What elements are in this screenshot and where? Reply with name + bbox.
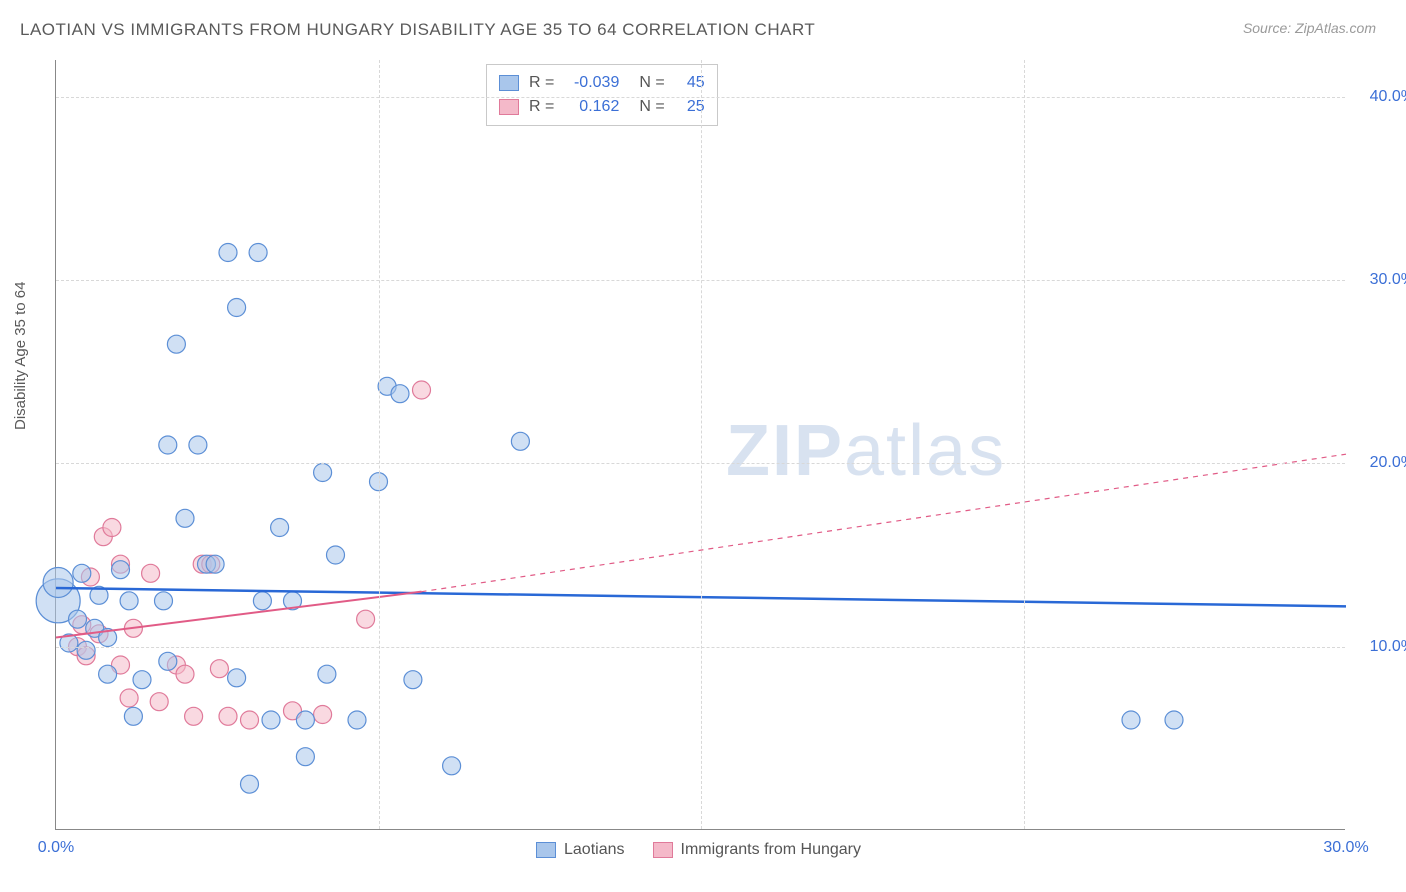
data-point [318, 665, 336, 683]
data-point [228, 299, 246, 317]
data-point [357, 610, 375, 628]
data-point [43, 568, 73, 598]
y-tick-label: 30.0% [1370, 271, 1406, 289]
data-point [103, 519, 121, 537]
gridline-v [1024, 60, 1025, 829]
data-point [271, 519, 289, 537]
y-tick-label: 10.0% [1370, 638, 1406, 656]
plot-area: ZIPatlas R = -0.039 N = 45 R = 0.162 N =… [55, 60, 1345, 830]
y-axis-label: Disability Age 35 to 64 [12, 282, 29, 430]
data-point [249, 244, 267, 262]
data-point [99, 665, 117, 683]
data-point [142, 564, 160, 582]
data-point [241, 711, 259, 729]
data-point [133, 671, 151, 689]
data-point [219, 707, 237, 725]
data-point [167, 335, 185, 353]
series-legend: Laotians Immigrants from Hungary [536, 841, 861, 859]
data-point [124, 707, 142, 725]
data-point [327, 546, 345, 564]
data-point [413, 381, 431, 399]
swatch-hungary-icon [653, 842, 673, 858]
data-point [112, 561, 130, 579]
data-point [219, 244, 237, 262]
data-point [404, 671, 422, 689]
x-tick-label: 30.0% [1323, 839, 1368, 857]
y-tick-label: 40.0% [1370, 88, 1406, 106]
data-point [150, 693, 168, 711]
x-tick-label: 0.0% [38, 839, 74, 857]
data-point [253, 592, 271, 610]
data-point [120, 592, 138, 610]
data-point [241, 775, 259, 793]
legend-item-laotians: Laotians [536, 841, 625, 859]
data-point [296, 711, 314, 729]
gridline-v [379, 60, 380, 829]
data-point [511, 432, 529, 450]
data-point [314, 464, 332, 482]
data-point [206, 555, 224, 573]
data-point [159, 436, 177, 454]
chart-title: LAOTIAN VS IMMIGRANTS FROM HUNGARY DISAB… [20, 20, 815, 40]
data-point [296, 748, 314, 766]
data-point [1122, 711, 1140, 729]
data-point [176, 509, 194, 527]
data-point [262, 711, 280, 729]
legend-label-laotians: Laotians [564, 841, 625, 859]
data-point [155, 592, 173, 610]
trend-line-hungary-dashed [422, 454, 1347, 592]
data-point [189, 436, 207, 454]
data-point [77, 641, 95, 659]
swatch-laotians-icon [536, 842, 556, 858]
data-point [443, 757, 461, 775]
data-point [159, 652, 177, 670]
data-point [73, 564, 91, 582]
data-point [1165, 711, 1183, 729]
data-point [120, 689, 138, 707]
data-point [348, 711, 366, 729]
data-point [69, 610, 87, 628]
legend-label-hungary: Immigrants from Hungary [681, 841, 862, 859]
data-point [210, 660, 228, 678]
data-point [176, 665, 194, 683]
y-tick-label: 20.0% [1370, 454, 1406, 472]
data-point [228, 669, 246, 687]
data-point [314, 706, 332, 724]
data-point [391, 385, 409, 403]
gridline-v [701, 60, 702, 829]
data-point [185, 707, 203, 725]
legend-item-hungary: Immigrants from Hungary [653, 841, 862, 859]
source-attribution: Source: ZipAtlas.com [1243, 20, 1376, 36]
